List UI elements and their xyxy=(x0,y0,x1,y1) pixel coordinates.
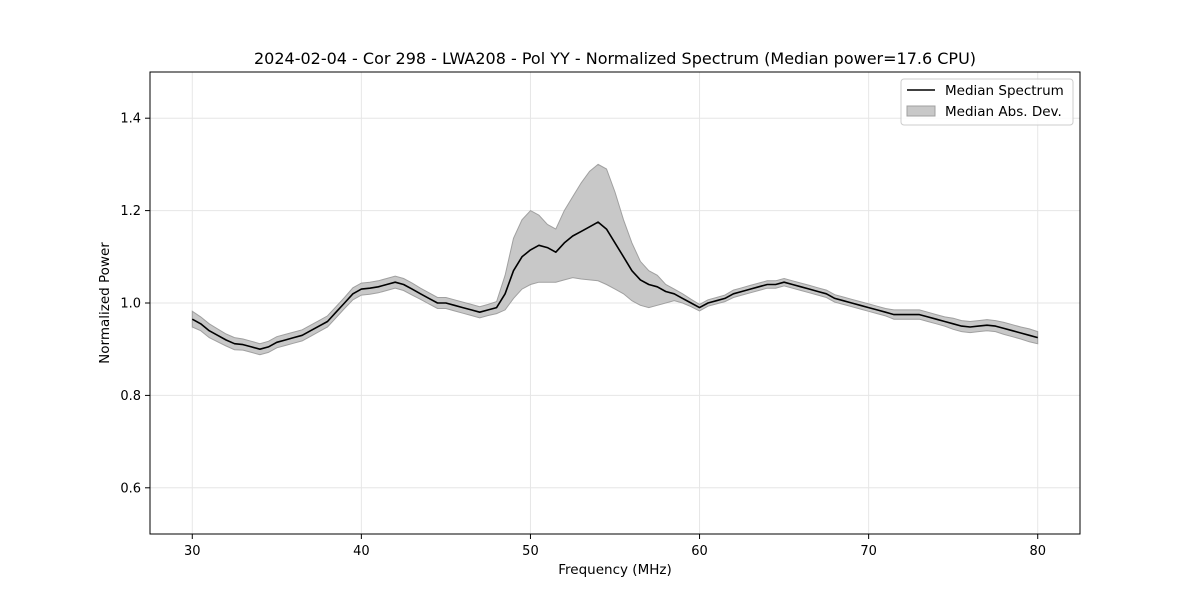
legend-box xyxy=(900,78,1074,126)
chart-title: 2024-02-04 - Cor 298 - LWA208 - Pol YY -… xyxy=(254,49,976,68)
x-tick-label: 70 xyxy=(860,544,877,559)
x-tick-label: 50 xyxy=(522,544,539,559)
x-tick-label: 60 xyxy=(691,544,708,559)
y-tick-label: 0.6 xyxy=(120,481,141,496)
y-tick-label: 1.2 xyxy=(120,204,141,219)
x-tick-label: 40 xyxy=(353,544,370,559)
x-axis: 30 40 50 60 70 80 xyxy=(184,534,1046,559)
y-tick-label: 0.8 xyxy=(120,389,141,404)
legend: Median Spectrum Median Abs. Dev. xyxy=(900,78,1074,126)
y-axis-label: Normalized Power xyxy=(97,242,113,364)
x-tick-label: 30 xyxy=(184,544,201,559)
x-tick-label: 80 xyxy=(1029,544,1046,559)
x-axis-label: Frequency (MHz) xyxy=(558,562,671,578)
legend-label-median-spectrum: Median Spectrum xyxy=(945,83,1064,99)
legend-label-median-abs-dev: Median Abs. Dev. xyxy=(945,104,1062,120)
legend-band-swatch xyxy=(906,105,936,117)
y-tick-label: 1.4 xyxy=(120,112,141,127)
band-layer xyxy=(191,163,1039,356)
grid xyxy=(150,72,1080,534)
line-layer xyxy=(191,221,1038,351)
median-spectrum-line xyxy=(191,221,1038,351)
median-abs-dev-band xyxy=(191,163,1039,356)
y-axis: 0.6 0.8 1.0 1.2 1.4 xyxy=(120,112,150,496)
y-tick-label: 1.0 xyxy=(120,297,141,312)
